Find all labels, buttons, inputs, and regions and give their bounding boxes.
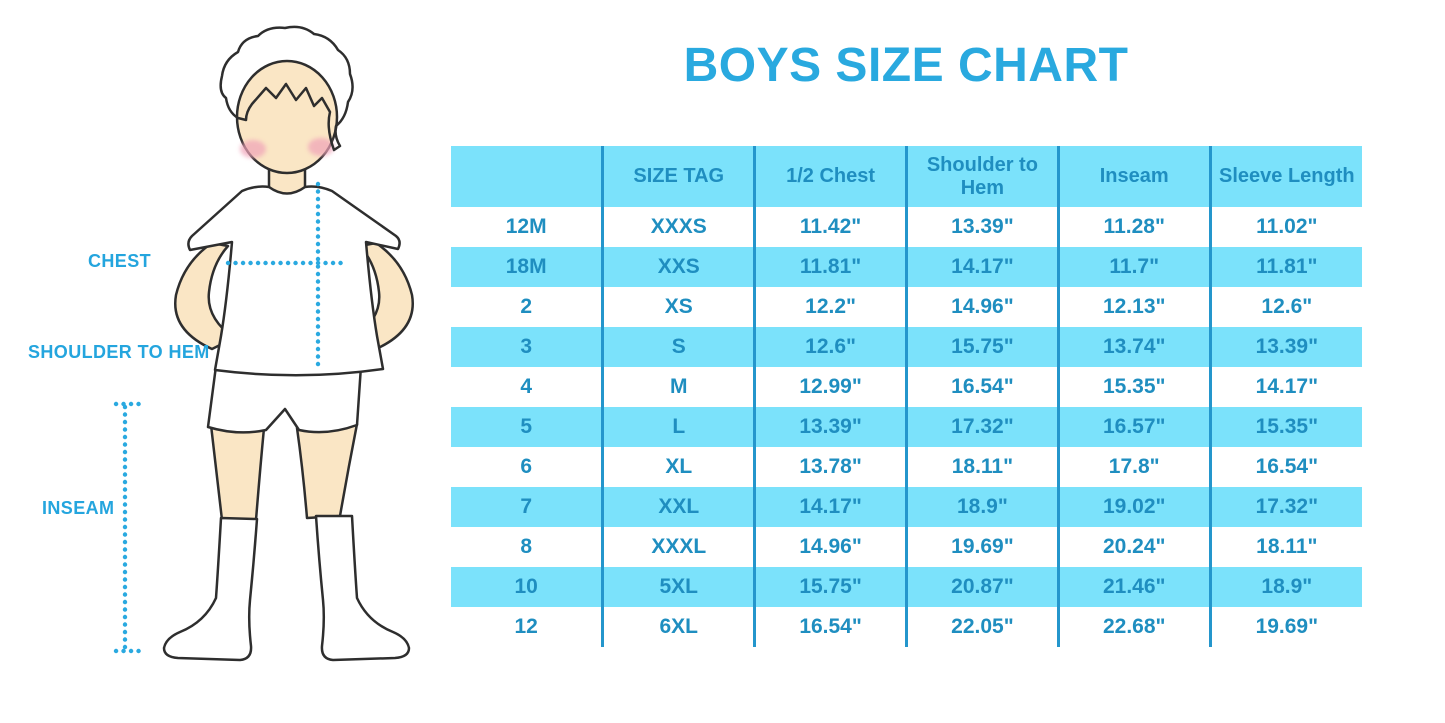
- blush-cheeks: [240, 138, 334, 158]
- column-header: Sleeve Length: [1208, 146, 1362, 207]
- socks: [162, 514, 411, 662]
- size-cell: 4: [520, 375, 532, 398]
- table-cell: XL: [601, 447, 755, 487]
- table-cell: 18.9": [904, 487, 1059, 527]
- table-cell: 22.68": [1056, 607, 1211, 647]
- column-header: Inseam: [1056, 146, 1211, 207]
- table-cell: 16.54": [1208, 447, 1362, 487]
- table-cell: 19.69": [904, 527, 1059, 567]
- table-cell: 11.02": [1208, 207, 1362, 247]
- table-cell: 11.81": [753, 247, 907, 287]
- table-cell: 21.46": [1056, 567, 1211, 607]
- table-cell: 14.96": [904, 287, 1059, 327]
- table-cell: 12.6": [753, 327, 907, 367]
- table-cell: 13.39": [1208, 327, 1362, 367]
- table-row: 12 6XL 16.54" 22.05" 22.68" 19.69": [451, 607, 1362, 647]
- table-cell: XXS: [601, 247, 755, 287]
- table-cell: 15.35": [1056, 367, 1211, 407]
- column-header: SIZE TAG: [601, 146, 755, 207]
- table-cell: 15.75": [904, 327, 1059, 367]
- table-row: 3 S 12.6" 15.75" 13.74" 13.39": [451, 327, 1362, 367]
- measurement-lines: [113, 181, 346, 654]
- t-shirt: [187, 185, 401, 377]
- size-cell: 7: [520, 495, 532, 518]
- table-cell: L: [601, 407, 755, 447]
- table-cell: 11.81": [1208, 247, 1362, 287]
- table-cell: 12.99": [753, 367, 907, 407]
- table-cell: M: [601, 367, 755, 407]
- table-cell: XXL: [601, 487, 755, 527]
- table-cell: 5XL: [601, 567, 755, 607]
- table-cell: 15.75": [753, 567, 907, 607]
- shoulder-to-hem-label: SHOULDER TO HEM: [28, 342, 210, 362]
- size-table: SIZE TAG 1/2 Chest Shoulder to Hem Inseam Sl…: [451, 146, 1362, 647]
- table-cell: 12.6": [1208, 287, 1362, 327]
- table-cell: 18.11": [1208, 527, 1362, 567]
- table-cell: XXXS: [601, 207, 755, 247]
- table-row: 10 5XL 15.75" 20.87" 21.46" 18.9": [451, 567, 1362, 607]
- table-cell: 17.32": [1208, 487, 1362, 527]
- table-cell: 15.35": [1208, 407, 1362, 447]
- table-cell: 16.54": [753, 607, 907, 647]
- hair: [219, 25, 354, 152]
- table-cell: 19.02": [1056, 487, 1211, 527]
- table-row: 4 M 12.99" 16.54" 15.35" 14.17": [451, 367, 1362, 407]
- table-row: 12M XXXS 11.42" 13.39" 11.28" 11.02": [451, 207, 1362, 247]
- arms: [174, 241, 414, 351]
- size-cell: 3: [520, 335, 532, 358]
- table-cell: 22.05": [904, 607, 1059, 647]
- table-row: 5 L 13.39" 17.32" 16.57" 15.35": [451, 407, 1362, 447]
- inseam-label: INSEAM: [42, 498, 115, 518]
- table-cell: 17.8": [1056, 447, 1211, 487]
- table-row: 2 XS 12.2" 14.96" 12.13" 12.6": [451, 287, 1362, 327]
- size-cell: 10: [514, 575, 538, 598]
- legs: [209, 422, 359, 522]
- size-cell: 5: [520, 415, 532, 438]
- table-cell: 13.39": [904, 207, 1059, 247]
- table-row: 18M XXS 11.81" 14.17" 11.7" 11.81": [451, 247, 1362, 287]
- table-cell: 14.17": [753, 487, 907, 527]
- size-cell: 18M: [505, 255, 547, 278]
- table-cell: 18.11": [904, 447, 1059, 487]
- table-cell: 14.96": [753, 527, 907, 567]
- table-cell: 16.57": [1056, 407, 1211, 447]
- table-cell: 20.24": [1056, 527, 1211, 567]
- column-header: 1/2 Chest: [753, 146, 907, 207]
- size-cell: 2: [520, 295, 532, 318]
- table-cell: 13.39": [753, 407, 907, 447]
- size-table-body: 12M XXXS 11.42" 13.39" 11.28" 11.02" 18M XXS 11.…: [451, 207, 1362, 647]
- table-cell: 6XL: [601, 607, 755, 647]
- size-table-header: SIZE TAG 1/2 Chest Shoulder to Hem Inseam Sl…: [451, 146, 1362, 207]
- table-cell: 14.17": [904, 247, 1059, 287]
- size-cell: 12: [514, 615, 538, 638]
- table-cell: XS: [601, 287, 755, 327]
- table-row: 7 XXL 14.17" 18.9" 19.02" 17.32": [451, 487, 1362, 527]
- table-cell: 12.13": [1056, 287, 1211, 327]
- table-cell: 18.9": [1208, 567, 1362, 607]
- table-cell: 11.28": [1056, 207, 1211, 247]
- table-cell: 12.2": [753, 287, 907, 327]
- table-cell: 13.78": [753, 447, 907, 487]
- page-title: BOYS SIZE CHART: [683, 39, 1129, 92]
- table-cell: 13.74": [1056, 327, 1211, 367]
- column-header: Shoulder to Hem: [904, 146, 1059, 207]
- column-header: [451, 146, 603, 207]
- size-cell: 6: [520, 455, 532, 478]
- table-cell: 16.54": [904, 367, 1059, 407]
- table-cell: 11.42": [753, 207, 907, 247]
- table-cell: 14.17": [1208, 367, 1362, 407]
- table-cell: 19.69": [1208, 607, 1362, 647]
- table-cell: S: [601, 327, 755, 367]
- chest-label: CHEST: [88, 251, 152, 271]
- table-cell: 17.32": [904, 407, 1059, 447]
- table-row: 8 XXXL 14.96" 19.69" 20.24" 18.11": [451, 527, 1362, 567]
- size-cell: 8: [520, 535, 532, 558]
- boy-illustration: [113, 25, 414, 662]
- table-row: 6 XL 13.78" 18.11" 17.8" 16.54": [451, 447, 1362, 487]
- table-cell: XXXL: [601, 527, 755, 567]
- size-cell: 12M: [505, 215, 547, 238]
- table-cell: 20.87": [904, 567, 1059, 607]
- table-cell: 11.7": [1056, 247, 1211, 287]
